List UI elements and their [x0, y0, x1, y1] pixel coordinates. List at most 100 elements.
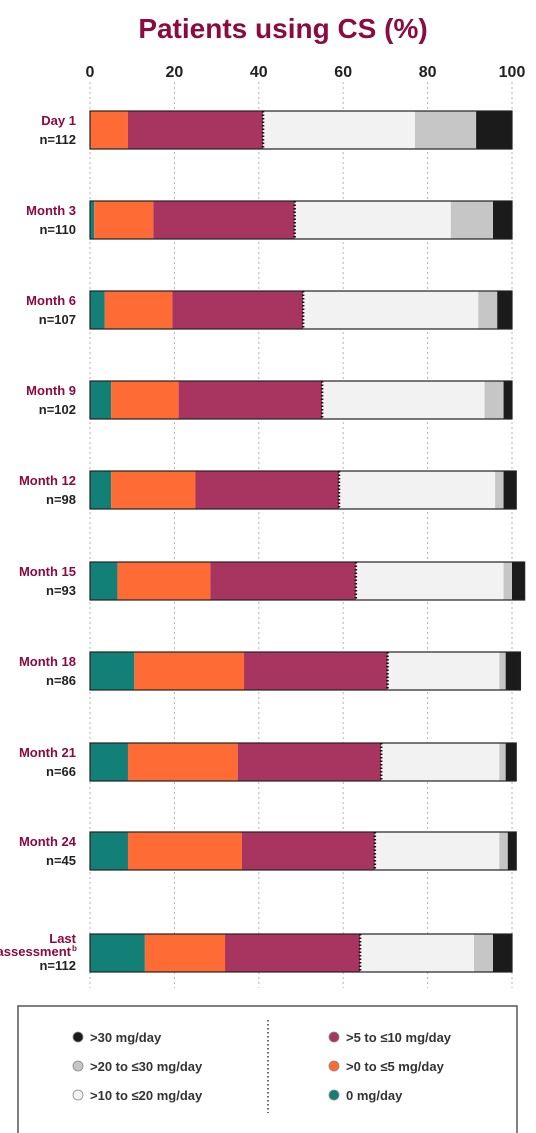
- bar-segment: [90, 832, 128, 870]
- legend-swatch: [328, 1031, 340, 1043]
- legend-label: >0 to ≤5 mg/day: [346, 1059, 445, 1074]
- legend-label: >5 to ≤10 mg/day: [346, 1030, 452, 1045]
- bar-segment: [381, 743, 500, 781]
- bar-segment: [195, 471, 339, 509]
- row-label: Month 18: [19, 654, 76, 669]
- bar-segment: [484, 381, 504, 419]
- bar-segment: [225, 934, 361, 972]
- bar-segment: [499, 652, 506, 690]
- row-n: n=112: [39, 132, 76, 147]
- x-tick-label: 100: [499, 64, 526, 81]
- bar-segment: [512, 562, 525, 600]
- bar-segment: [111, 471, 196, 509]
- bar-segment: [241, 832, 375, 870]
- bar-segment: [90, 291, 105, 329]
- bar-segment: [303, 291, 479, 329]
- bar-segment: [90, 381, 112, 419]
- row-n: n=93: [46, 583, 76, 598]
- bar-segment: [505, 743, 517, 781]
- bar-outline: [89, 470, 517, 510]
- legend-label: >10 to ≤20 mg/day: [90, 1088, 203, 1103]
- bar-segment: [210, 562, 356, 600]
- legend: >30 mg/day >20 to ≤30 mg/day >10 to ≤20 mg…: [17, 1005, 518, 1133]
- bar-segment: [450, 201, 494, 239]
- bar-segment: [503, 471, 517, 509]
- bar-outline: [89, 200, 513, 240]
- row-n: n=102: [39, 402, 76, 417]
- legend-label: >30 mg/day: [90, 1030, 162, 1045]
- bar-segment: [499, 743, 506, 781]
- bar-outline: [89, 380, 513, 420]
- row-label: Day 1: [41, 113, 76, 128]
- bar-segment: [503, 381, 512, 419]
- bar-segment: [495, 471, 504, 509]
- legend-swatch: [328, 1060, 340, 1072]
- row-n: n=45: [46, 853, 76, 868]
- bar-segment: [237, 743, 382, 781]
- bar-outline: [89, 742, 517, 782]
- legend-swatch: [72, 1060, 84, 1072]
- bar-segment: [387, 652, 500, 690]
- bar-segment: [90, 471, 112, 509]
- bar-outline: [89, 561, 526, 601]
- row-n: n=107: [39, 312, 76, 327]
- bar-segment: [104, 291, 173, 329]
- bar-segment: [474, 934, 494, 972]
- legend-swatch: [72, 1089, 84, 1101]
- legend-swatch: [328, 1089, 340, 1101]
- bars: [89, 110, 526, 973]
- bar-segment: [507, 832, 517, 870]
- bar-segment: [355, 562, 504, 600]
- row-label: Month 12: [19, 473, 76, 488]
- bar-outline: [89, 831, 517, 871]
- legend-box: [17, 1005, 518, 1133]
- bar-segment: [493, 934, 512, 972]
- bar-segment: [172, 291, 304, 329]
- bar-segment: [117, 562, 211, 600]
- bar-segment: [493, 201, 512, 239]
- bar-segment: [338, 471, 496, 509]
- row-label: Month 6: [26, 293, 76, 308]
- bar-segment: [153, 201, 295, 239]
- chart-title: Patients using CS (%): [138, 13, 427, 44]
- bar-outline: [89, 651, 522, 691]
- bar-segment: [374, 832, 500, 870]
- x-axis-ticks: 0 20 40 60 80 100: [86, 64, 526, 81]
- bar-segment: [360, 934, 475, 972]
- bar-segment: [127, 111, 264, 149]
- bar-segment: [505, 652, 521, 690]
- row-n: n=112: [39, 958, 76, 973]
- row-label-superscript: b: [72, 944, 77, 953]
- row-n: n=110: [39, 222, 76, 237]
- bar-outline: [89, 290, 513, 330]
- row-n: n=98: [46, 492, 76, 507]
- bar-segment: [263, 111, 415, 149]
- bar-segment: [90, 111, 128, 149]
- row-n: n=86: [46, 673, 76, 688]
- bar-segment: [90, 562, 118, 600]
- bar-outline: [89, 110, 513, 150]
- row-label: Last: [49, 931, 76, 946]
- row-label: Month 21: [19, 745, 76, 760]
- bar-segment: [90, 934, 145, 972]
- row-n: n=66: [46, 764, 76, 779]
- bar-segment: [497, 291, 512, 329]
- bar-segment: [90, 652, 135, 690]
- bar-segment: [478, 291, 498, 329]
- x-tick-label: 20: [166, 64, 184, 81]
- bar-segment: [90, 743, 128, 781]
- row-label: Month 24: [19, 834, 77, 849]
- bar-segment: [134, 652, 245, 690]
- bar-segment: [127, 832, 242, 870]
- legend-swatch: [72, 1031, 84, 1043]
- row-label: Month 3: [26, 203, 76, 218]
- bar-segment: [90, 201, 95, 239]
- legend-label: 0 mg/day: [346, 1088, 403, 1103]
- bar-segment: [244, 652, 388, 690]
- x-tick-label: 60: [334, 64, 352, 81]
- bar-segment: [144, 934, 226, 972]
- row-label: Month 9: [26, 383, 76, 398]
- bar-segment: [127, 743, 238, 781]
- bar-segment: [294, 201, 451, 239]
